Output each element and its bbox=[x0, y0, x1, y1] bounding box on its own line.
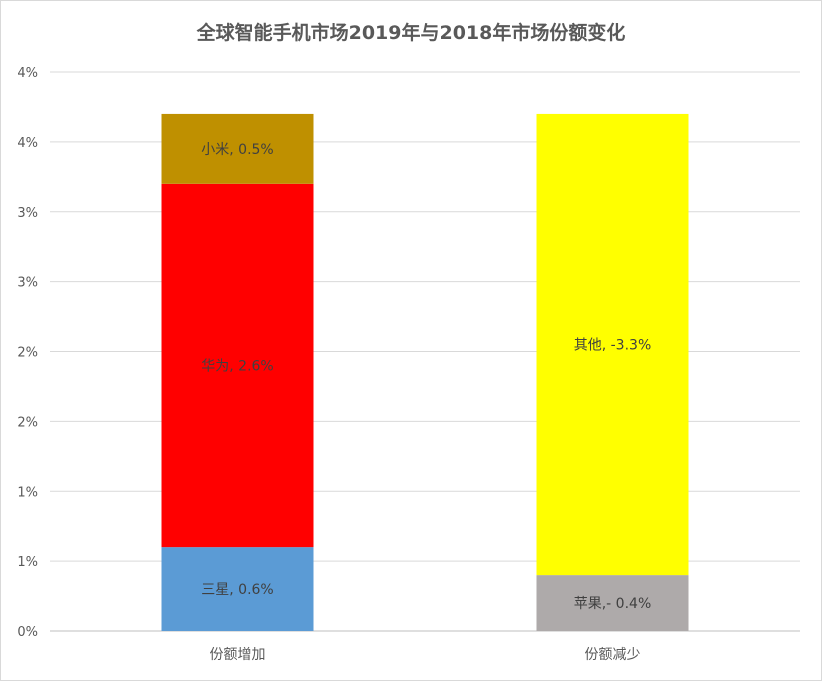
bar-segment-三星 bbox=[161, 547, 314, 631]
bars bbox=[161, 113, 689, 631]
y-tick-label: 1% bbox=[17, 555, 38, 570]
data-label: 华为, 2.6% bbox=[201, 358, 273, 374]
x-category-label: 份额减少 bbox=[585, 647, 641, 663]
y-tick-label: 0% bbox=[17, 625, 38, 640]
x-category-label: 份额增加 bbox=[210, 647, 266, 663]
bar-segment-其他 bbox=[536, 113, 689, 576]
y-tick-label: 4% bbox=[17, 136, 38, 151]
y-tick-label: 3% bbox=[17, 276, 38, 291]
data-label: 小米, 0.5% bbox=[201, 142, 273, 158]
y-tick-label: 2% bbox=[17, 415, 38, 430]
y-tick-label: 4% bbox=[17, 66, 38, 81]
bar-segment-华为 bbox=[161, 183, 314, 548]
segment-labels: 三星, 0.6% 华为, 2.6% 小米, 0.5% 苹果,- 0.4% 其他, -3.… bbox=[201, 142, 651, 612]
x-axis-categories: 份额增加 份额减少 bbox=[210, 647, 641, 663]
y-tick-label: 3% bbox=[17, 206, 38, 221]
chart-title: 全球智能手机市场2019年与2018年市场份额变化 bbox=[196, 22, 626, 44]
bar-segment-小米 bbox=[161, 113, 314, 184]
y-tick-label: 2% bbox=[17, 346, 38, 361]
data-label: 其他, -3.3% bbox=[574, 338, 652, 354]
bar-segment-苹果 bbox=[536, 575, 689, 631]
y-axis-ticks: 0% 1% 1% 2% 2% 3% 3% 4% 4% bbox=[17, 66, 38, 640]
y-tick-label: 1% bbox=[17, 485, 38, 500]
data-label: 三星, 0.6% bbox=[201, 582, 273, 598]
data-label: 苹果,- 0.4% bbox=[574, 596, 652, 612]
